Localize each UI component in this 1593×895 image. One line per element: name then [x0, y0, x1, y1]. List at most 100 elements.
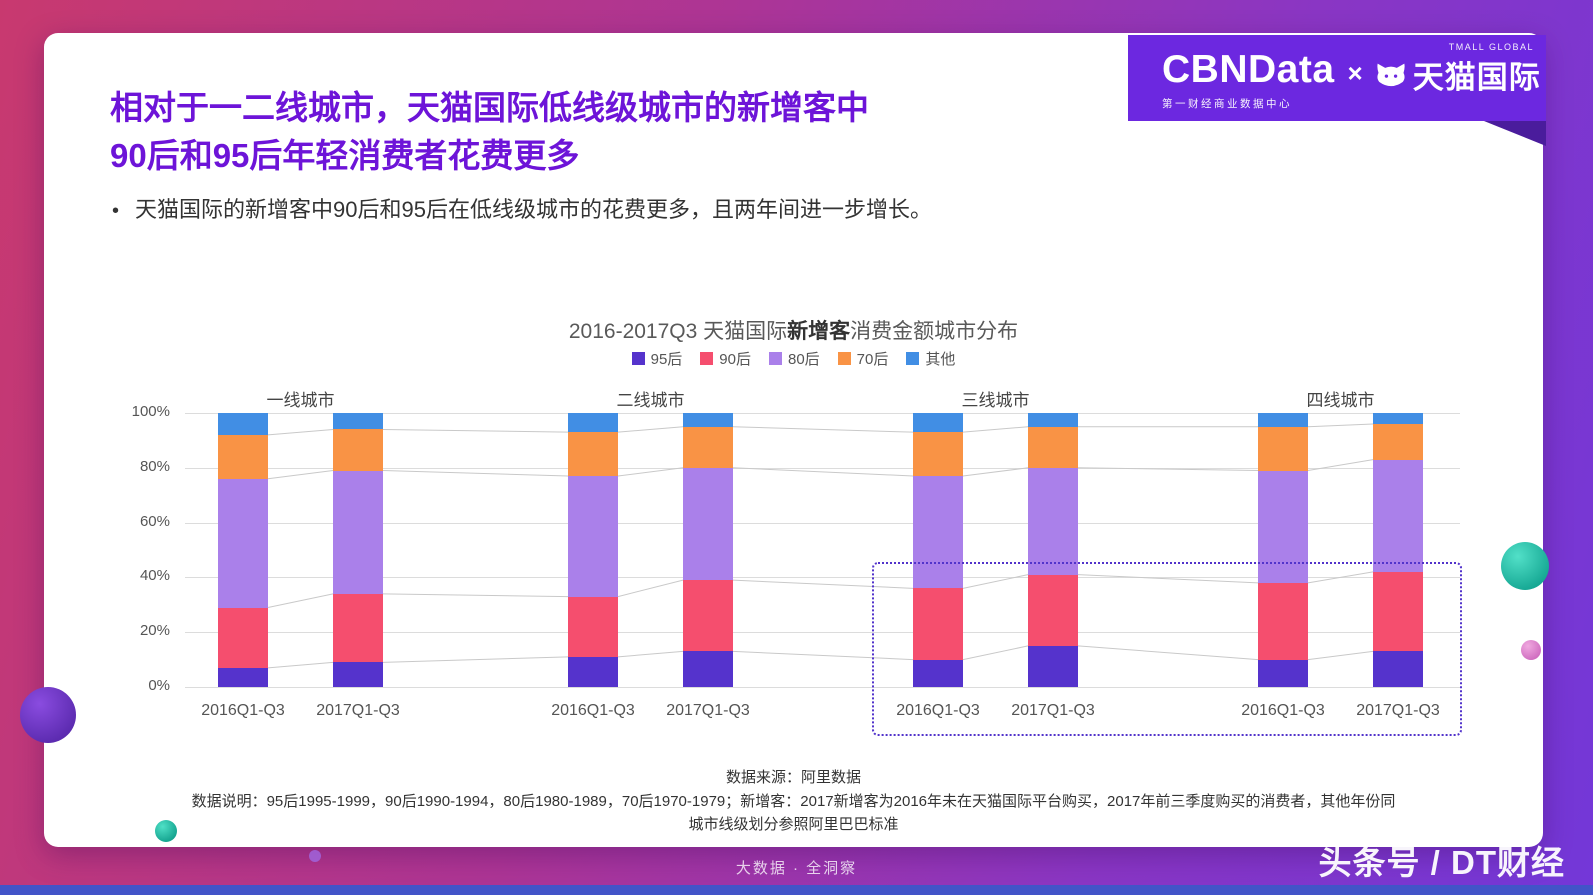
chart-legend: 95后 90后 80后 70后 其他 [44, 348, 1543, 369]
group-label-四线城市: 四线城市 [1306, 391, 1375, 410]
stacked-bar-三线城市-2017Q1-Q3 [1028, 413, 1078, 687]
tmall-logo-text: 天猫国际 [1412, 60, 1541, 95]
bar-segment-95后 [913, 659, 963, 687]
bar-segment-80后 [1258, 470, 1308, 583]
bar-segment-80后 [913, 476, 963, 589]
bar-segment-其他 [913, 413, 963, 433]
bar-segment-90后 [333, 593, 383, 663]
legend-item-95后: 95后 [631, 348, 682, 369]
group-label-三线城市: 三线城市 [961, 391, 1030, 410]
bar-segment-70后 [683, 426, 733, 468]
chart-title-prefix: 2016-2017Q3 天猫国际 [568, 320, 788, 343]
logo-row: CBNData 第一财经商业数据中心 × 天猫国际 [1128, 35, 1546, 111]
bar-segment-其他 [333, 413, 383, 430]
legend-swatch [700, 352, 714, 365]
legend-label: 其他 [925, 351, 956, 368]
decor-dot-purple [309, 850, 321, 862]
x-tick-label: 2017Q1-Q3 [1011, 702, 1095, 719]
y-tick-label: 100% [131, 403, 170, 420]
legend-label: 70后 [856, 351, 889, 368]
bar-segment-95后 [1373, 651, 1423, 687]
bar-segment-80后 [1028, 467, 1078, 575]
bar-segment-其他 [1373, 413, 1423, 424]
group-label-二线城市: 二线城市 [616, 391, 685, 410]
tmall-cat-icon [1376, 61, 1406, 88]
bullet-point: • 天猫国际的新增客中90后和95后在低线级城市的花费更多，且两年间进一步增长。 [112, 192, 932, 224]
bar-segment-80后 [218, 478, 268, 608]
x-tick-label: 2016Q1-Q3 [896, 702, 980, 719]
bar-segment-其他 [1028, 413, 1078, 427]
bar-segment-70后 [568, 432, 618, 477]
gridline [185, 413, 1460, 414]
lower-tier-highlight-box [872, 562, 1462, 736]
decor-dot-pink [1521, 640, 1541, 660]
legend-item-70后: 70后 [837, 348, 889, 369]
gridline [185, 467, 1460, 469]
bullet-marker: • [112, 200, 120, 222]
x-tick-label: 2017Q1-Q3 [1356, 702, 1440, 719]
stacked-bar-二线城市-2016Q1-Q3 [568, 413, 618, 687]
decor-dot-teal [155, 820, 177, 842]
data-source: 数据来源：阿里数据 [725, 769, 861, 786]
bar-segment-95后 [218, 667, 268, 687]
bar-segment-其他 [218, 413, 268, 435]
legend-item-80后: 80后 [768, 348, 820, 369]
decor-sphere-teal [1501, 542, 1549, 590]
x-tick-label: 2016Q1-Q3 [1241, 702, 1325, 719]
gridline [185, 577, 1460, 579]
y-axis-labels: 100% 80% 60% 40% 20% 0% [95, 403, 170, 694]
y-tick-label: 80% [139, 457, 170, 475]
cbndata-subtitle: 第一财经商业数据中心 [1162, 98, 1292, 110]
group-label-一线城市: 一线城市 [266, 391, 335, 410]
bar-segment-80后 [568, 476, 618, 597]
bar-segment-90后 [913, 588, 963, 660]
bar-segment-80后 [683, 467, 733, 581]
cbndata-tmall-banner: TMALL GLOBAL CBNData 第一财经商业数据中心 × 天猫国际 [1128, 35, 1546, 146]
bar-segment-90后 [218, 607, 268, 668]
bullet-text: 天猫国际的新增客中90后和95后在低线级城市的花费更多，且两年间进一步增长。 [135, 197, 932, 222]
gridline [185, 687, 1460, 688]
watermark: 头条号 / DT财经 [1318, 844, 1565, 881]
bar-segment-70后 [1028, 426, 1078, 468]
bar-segment-95后 [1028, 645, 1078, 687]
legend-swatch [631, 352, 645, 365]
segment-connector-lines [267, 423, 1374, 669]
bar-segment-其他 [1258, 413, 1308, 427]
stacked-bar-三线城市-2016Q1-Q3 [913, 413, 963, 687]
y-tick-label: 20% [139, 622, 170, 640]
x-tick-label: 2016Q1-Q3 [551, 702, 635, 719]
stacked-bar-四线城市-2017Q1-Q3 [1373, 413, 1423, 687]
logo-separator: × [1347, 58, 1363, 88]
footer-tagline: 大数据 · 全洞察 [735, 860, 858, 877]
stacked-bar-一线城市-2017Q1-Q3 [333, 413, 383, 687]
legend-item-90后: 90后 [700, 348, 751, 369]
legend-swatch [906, 352, 920, 365]
cbndata-logo-block: CBNData 第一财经商业数据中心 [1162, 50, 1335, 111]
legend-item-其他: 其他 [906, 348, 955, 369]
x-tick-label: 2016Q1-Q3 [201, 702, 285, 719]
legend-label: 80后 [787, 351, 820, 368]
bar-segment-95后 [1258, 659, 1308, 687]
stacked-bar-一线城市-2016Q1-Q3 [218, 413, 268, 687]
bar-segment-80后 [1373, 459, 1423, 572]
bar-segment-95后 [683, 651, 733, 687]
legend-swatch [837, 352, 851, 365]
tmall-global-label: TMALL GLOBAL [1448, 42, 1534, 52]
y-tick-label: 60% [139, 512, 170, 530]
chart-title-bold: 新增客 [787, 320, 851, 343]
group-labels: 一线城市 二线城市 三线城市 四线城市 [185, 386, 1460, 410]
bottom-strip [0, 885, 1593, 895]
bar-segment-90后 [568, 596, 618, 657]
bar-segment-90后 [1028, 574, 1078, 646]
stacked-bar-二线城市-2017Q1-Q3 [683, 413, 733, 687]
x-axis-labels: 2016Q1-Q3 2017Q1-Q3 2016Q1-Q3 2017Q1-Q3 2016… [185, 702, 1460, 724]
bar-segment-70后 [913, 432, 963, 477]
plot-area [185, 413, 1460, 688]
bar-segment-90后 [1258, 582, 1308, 660]
x-tick-label: 2017Q1-Q3 [316, 702, 400, 719]
legend-swatch [768, 352, 782, 365]
bar-segment-90后 [683, 580, 733, 652]
x-tick-label: 2017Q1-Q3 [666, 702, 750, 719]
bar-segment-90后 [1373, 571, 1423, 652]
bar-segment-其他 [568, 413, 618, 433]
